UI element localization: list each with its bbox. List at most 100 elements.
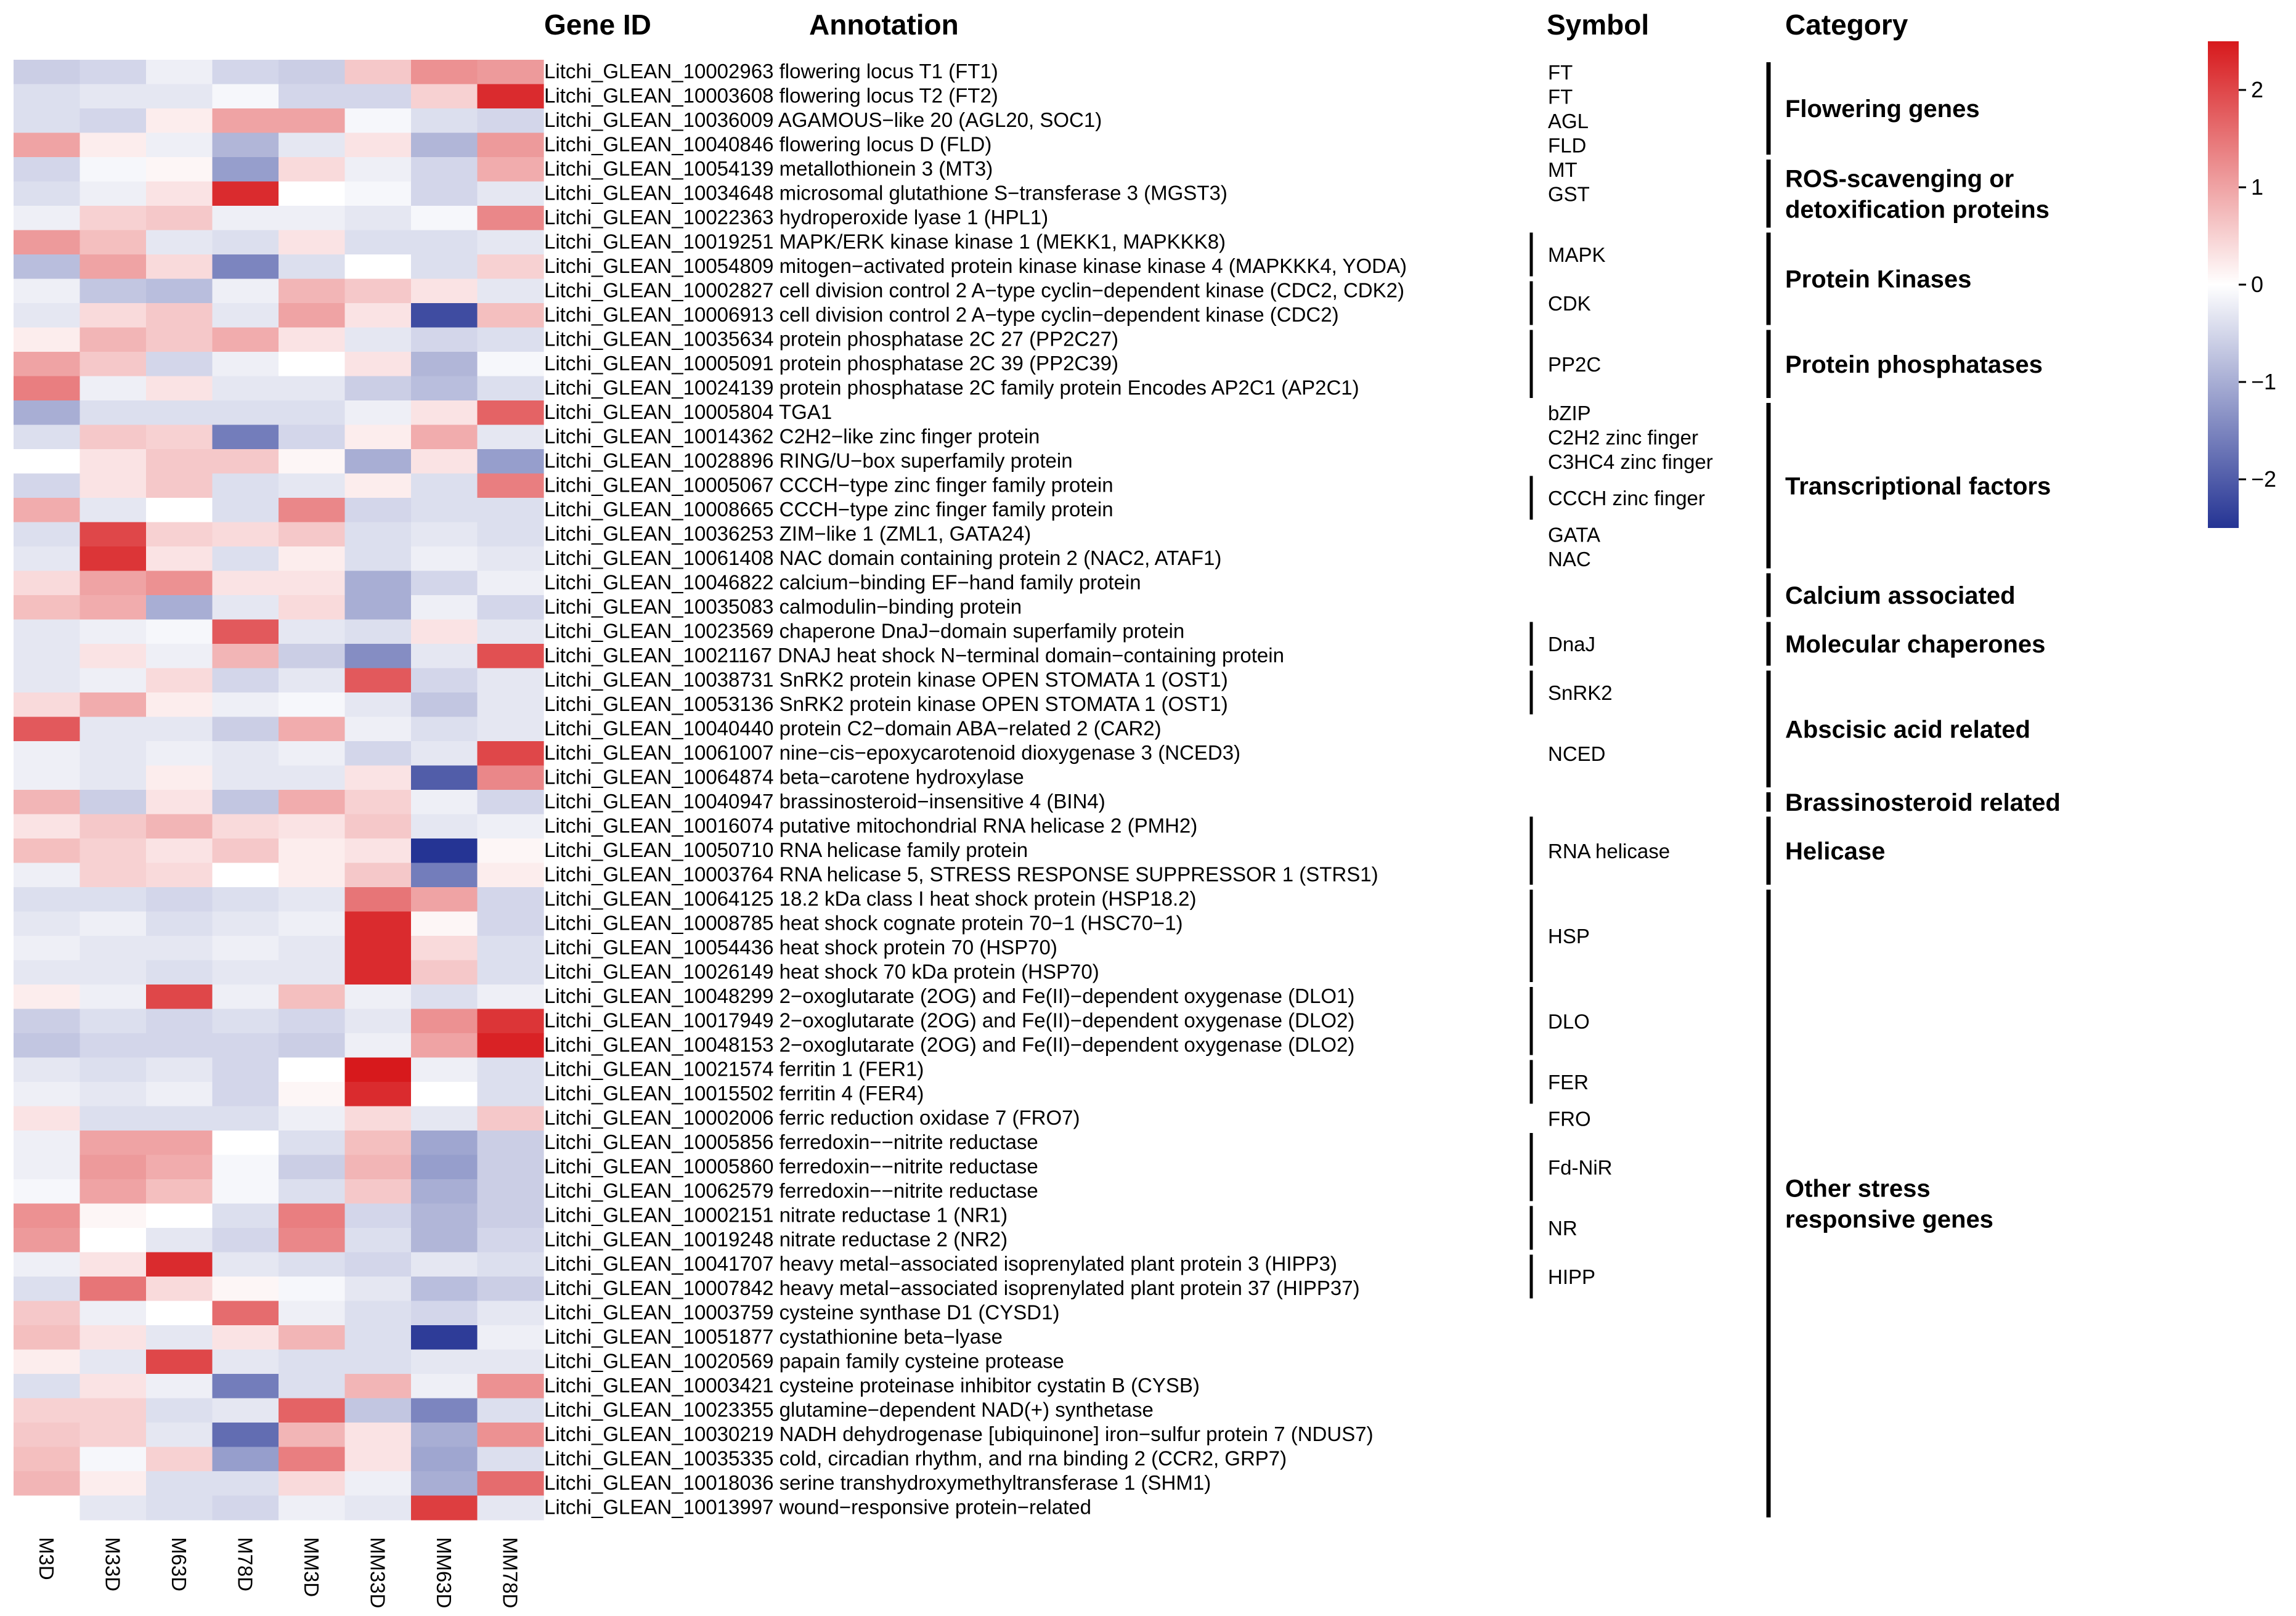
heatmap-cell bbox=[279, 376, 346, 401]
heatmap-cell bbox=[212, 960, 279, 985]
heatmap-cell bbox=[411, 1325, 478, 1350]
heatmap-cell bbox=[146, 278, 213, 304]
heatmap-cell bbox=[79, 1398, 147, 1423]
heatmap-cell bbox=[279, 84, 346, 109]
heatmap-cell bbox=[344, 60, 412, 85]
heatmap-cell bbox=[477, 1374, 544, 1399]
heatmap-cell bbox=[14, 1252, 81, 1277]
heatmap-cell bbox=[79, 1495, 147, 1521]
heatmap-cell bbox=[146, 1033, 213, 1058]
heatmap-cell bbox=[14, 1495, 81, 1521]
heatmap-cell bbox=[14, 546, 81, 572]
row-label: Litchi_GLEAN_10018036 serine transhydrox… bbox=[544, 1471, 1211, 1494]
row-label: Litchi_GLEAN_10003764 RNA helicase 5, ST… bbox=[544, 863, 1378, 886]
row-label: Litchi_GLEAN_10007842 heavy metal−associ… bbox=[544, 1277, 1360, 1299]
heatmap-cell bbox=[212, 570, 279, 596]
heatmap-cell bbox=[477, 1277, 544, 1302]
heatmap-cell bbox=[477, 278, 544, 304]
heatmap-cell bbox=[14, 1179, 81, 1204]
heatmap-cell bbox=[212, 230, 279, 255]
heatmap-cell bbox=[344, 1447, 412, 1472]
heatmap-cell bbox=[411, 132, 478, 158]
colorbar-tick-label: 1 bbox=[2251, 174, 2263, 200]
heatmap-cell bbox=[279, 1423, 346, 1448]
heatmap-cell bbox=[146, 1374, 213, 1399]
heatmap-cell bbox=[411, 814, 478, 839]
heatmap-cell bbox=[477, 619, 544, 644]
heatmap-cell bbox=[79, 814, 147, 839]
row-label: Litchi_GLEAN_10005860 ferredoxin−−nitrit… bbox=[544, 1155, 1038, 1178]
heatmap-cell bbox=[79, 1423, 147, 1448]
heatmap-cell bbox=[279, 668, 346, 693]
heatmap-cell bbox=[79, 595, 147, 620]
heatmap-cell bbox=[411, 424, 478, 450]
heatmap-cell bbox=[79, 1471, 147, 1496]
heatmap-cell bbox=[212, 595, 279, 620]
heatmap-cell bbox=[212, 1447, 279, 1472]
colorbar-gradient bbox=[2208, 41, 2239, 528]
row-label: Litchi_GLEAN_10015502 ferritin 4 (FER4) bbox=[544, 1082, 924, 1105]
heatmap-cell bbox=[279, 960, 346, 985]
heatmap-cell bbox=[79, 1374, 147, 1399]
heatmap-cell bbox=[477, 157, 544, 182]
heatmap-cell bbox=[477, 814, 544, 839]
row-label: Litchi_GLEAN_10002006 ferric reduction o… bbox=[544, 1106, 1080, 1129]
heatmap-cell bbox=[79, 1325, 147, 1350]
symbol-label: bZIP bbox=[1548, 402, 1591, 424]
heatmap-cell bbox=[146, 60, 213, 85]
heatmap-cell bbox=[344, 1228, 412, 1253]
heatmap-cell bbox=[477, 1009, 544, 1034]
heatmap-cell bbox=[411, 838, 478, 864]
heatmap-cell bbox=[279, 278, 346, 304]
heatmap-cell bbox=[212, 1009, 279, 1034]
column-headers: Gene ID Annotation Symbol Category bbox=[544, 9, 1908, 41]
heatmap-cell bbox=[477, 1106, 544, 1131]
heatmap-cell bbox=[477, 181, 544, 206]
heatmap-cell bbox=[344, 1033, 412, 1058]
heatmap-cell bbox=[411, 84, 478, 109]
heatmap-cell bbox=[14, 692, 81, 718]
heatmap-cell bbox=[79, 400, 147, 426]
heatmap-cell bbox=[79, 1131, 147, 1156]
heatmap-cell bbox=[14, 619, 81, 644]
heatmap-cell bbox=[212, 1252, 279, 1277]
heatmap-cell bbox=[146, 157, 213, 182]
column-label: M63D bbox=[168, 1537, 190, 1591]
heatmap-cell bbox=[411, 1447, 478, 1472]
heatmap-cell bbox=[411, 473, 478, 498]
heatmap-cell bbox=[146, 352, 213, 377]
heatmap-cell bbox=[344, 352, 412, 377]
heatmap-cell bbox=[14, 84, 81, 109]
heatmap-cell bbox=[212, 1349, 279, 1374]
heatmap-cell bbox=[411, 887, 478, 912]
heatmap-cell bbox=[477, 132, 544, 158]
heatmap-cell bbox=[212, 765, 279, 790]
symbol-label: FER bbox=[1548, 1071, 1589, 1094]
heatmap-cell bbox=[279, 692, 346, 718]
row-label: Litchi_GLEAN_10030219 NADH dehydrogenase… bbox=[544, 1423, 1374, 1445]
heatmap-cell bbox=[212, 985, 279, 1010]
heatmap-cell bbox=[279, 60, 346, 85]
row-label: Litchi_GLEAN_10040947 brassinosteroid−in… bbox=[544, 790, 1105, 813]
heatmap-cell bbox=[477, 1179, 544, 1204]
heatmap-cell bbox=[79, 84, 147, 109]
row-label: Litchi_GLEAN_10003759 cysteine synthase … bbox=[544, 1301, 1059, 1324]
heatmap-cell bbox=[477, 230, 544, 255]
heatmap-cell bbox=[79, 546, 147, 572]
heatmap-cell bbox=[14, 936, 81, 961]
heatmap-cell bbox=[477, 400, 544, 426]
heatmap-cell bbox=[477, 887, 544, 912]
heatmap-cell bbox=[212, 790, 279, 815]
category-label: Protein Kinases bbox=[1785, 266, 1971, 293]
heatmap-cell bbox=[279, 108, 346, 134]
heatmap-cell bbox=[279, 838, 346, 864]
heatmap-cell bbox=[279, 1009, 346, 1034]
heatmap-cell bbox=[411, 644, 478, 669]
heatmap-cell bbox=[411, 765, 478, 790]
symbol-label: HIPP bbox=[1548, 1265, 1595, 1288]
heatmap-cell bbox=[344, 1179, 412, 1204]
row-label: Litchi_GLEAN_10061007 nine−cis−epoxycaro… bbox=[544, 741, 1240, 764]
heatmap-cell bbox=[146, 644, 213, 669]
heatmap-cell bbox=[279, 400, 346, 426]
